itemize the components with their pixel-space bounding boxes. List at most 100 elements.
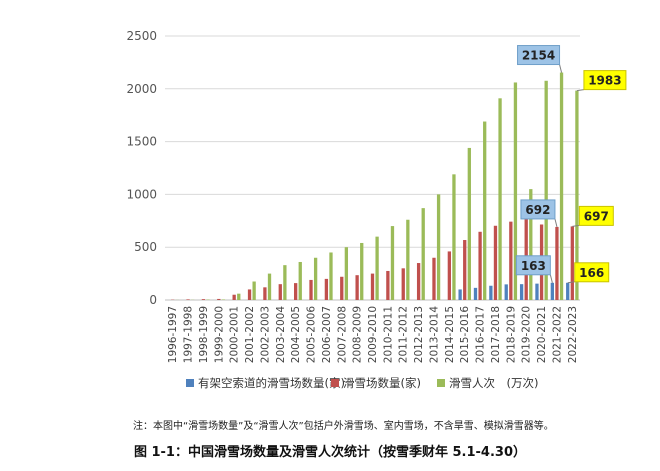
bar xyxy=(555,226,559,300)
bar xyxy=(483,121,487,300)
bar xyxy=(509,221,513,300)
x-tick-label: 2000-2001 xyxy=(229,306,241,363)
data-label: 163 xyxy=(521,259,546,273)
x-tick-label: 2002-2003 xyxy=(259,306,271,363)
x-tick-label: 2008-2009 xyxy=(352,306,364,363)
x-tick-label: 2022-2023 xyxy=(567,306,579,363)
x-tick-label: 2006-2007 xyxy=(321,306,333,363)
x-tick-label: 2004-2005 xyxy=(290,306,302,363)
bar xyxy=(432,257,436,300)
figure-caption: 图 1-1：中国滑雪场数量及滑雪人次统计（按雪季财年 5.1-4.30） xyxy=(133,445,527,460)
y-tick-label: 0 xyxy=(149,293,157,307)
bar xyxy=(498,98,502,300)
legend-item: 滑雪场数量(家) xyxy=(331,376,421,390)
bar xyxy=(298,261,302,300)
callout-leader xyxy=(554,218,558,228)
data-label: 692 xyxy=(525,203,550,217)
bar xyxy=(252,281,256,300)
callout-box xyxy=(574,262,610,283)
bar xyxy=(401,268,405,300)
bar xyxy=(247,289,252,300)
callout-box xyxy=(520,199,556,220)
x-tick-label: 2009-2010 xyxy=(367,306,379,363)
bar xyxy=(263,287,267,300)
bar xyxy=(489,285,493,300)
callout-box xyxy=(515,255,551,276)
x-tick-label: 1997-1998 xyxy=(183,306,195,363)
bar xyxy=(570,226,574,300)
bar xyxy=(329,252,333,300)
callout-box xyxy=(583,70,627,91)
x-tick-label: 1996-1997 xyxy=(167,306,179,363)
data-label: 697 xyxy=(584,209,609,223)
y-tick-label: 2500 xyxy=(126,29,157,43)
bar xyxy=(360,242,364,300)
bar xyxy=(473,287,478,300)
x-tick-label: 2017-2018 xyxy=(490,306,502,363)
bar xyxy=(421,208,425,300)
bar xyxy=(278,284,282,300)
bar xyxy=(221,299,226,300)
bar xyxy=(390,226,395,300)
bar xyxy=(504,284,508,300)
bar xyxy=(458,289,462,300)
data-label: 1983 xyxy=(588,74,621,88)
legend-swatch xyxy=(437,379,445,387)
bar xyxy=(406,219,410,300)
callout-leader xyxy=(567,281,575,284)
footnote: 注：本图中“滑雪场数量”及“滑雪人次”包括户外滑雪场、室内雪场，不含旱雪、模拟滑… xyxy=(133,421,554,432)
bar xyxy=(447,251,452,300)
x-tick-label: 2011-2012 xyxy=(398,306,410,363)
legend-swatch xyxy=(186,379,194,387)
bar xyxy=(535,283,539,300)
bar xyxy=(529,189,533,300)
y-tick-label: 500 xyxy=(134,240,157,254)
callout-box xyxy=(517,45,561,66)
bar xyxy=(344,247,349,300)
legend-label: 滑雪场数量(家) xyxy=(343,376,421,390)
bar xyxy=(237,293,241,300)
x-tick-label: 2013-2014 xyxy=(428,306,440,364)
legend-label: 有架空索道的滑雪场数量(家) xyxy=(198,376,345,390)
data-label: 166 xyxy=(579,266,604,280)
x-tick-label: 2016-2017 xyxy=(475,306,487,363)
callout-leader xyxy=(572,224,580,227)
legend-item: 滑雪人次 (万次) xyxy=(437,376,538,390)
bar xyxy=(267,273,272,300)
bar xyxy=(559,72,564,300)
x-tick-label: 2012-2013 xyxy=(413,306,425,363)
bar xyxy=(386,270,390,300)
bar xyxy=(201,299,206,300)
x-tick-label: 2001-2002 xyxy=(244,306,256,363)
bar xyxy=(370,273,375,300)
bar xyxy=(416,263,421,300)
bar xyxy=(478,231,482,300)
bar xyxy=(232,294,236,300)
x-tick-label: 2003-2004 xyxy=(275,306,287,364)
bar xyxy=(283,265,287,300)
x-tick-label: 2014-2015 xyxy=(444,306,456,363)
x-tick-label: 2005-2006 xyxy=(306,306,318,364)
callout-leader xyxy=(576,89,584,92)
x-tick-label: 1998-1999 xyxy=(198,306,210,363)
bar xyxy=(375,236,379,300)
bar xyxy=(493,225,498,300)
bar xyxy=(575,90,579,300)
x-tick-label: 2020-2021 xyxy=(536,306,548,363)
bar xyxy=(313,257,318,300)
legend-label: 滑雪人次 (万次) xyxy=(449,376,538,390)
y-tick-label: 2000 xyxy=(126,82,157,96)
bar xyxy=(513,82,518,301)
callout-box xyxy=(578,205,614,226)
y-tick-label: 1500 xyxy=(126,135,157,149)
x-tick-label: 2018-2019 xyxy=(505,306,517,363)
legend-swatch xyxy=(331,379,339,387)
bar xyxy=(309,279,313,300)
bar xyxy=(186,299,190,300)
bar xyxy=(217,298,221,300)
x-tick-label: 2007-2008 xyxy=(336,306,348,363)
bar xyxy=(293,283,298,300)
bar xyxy=(467,147,471,300)
bar xyxy=(550,282,554,300)
